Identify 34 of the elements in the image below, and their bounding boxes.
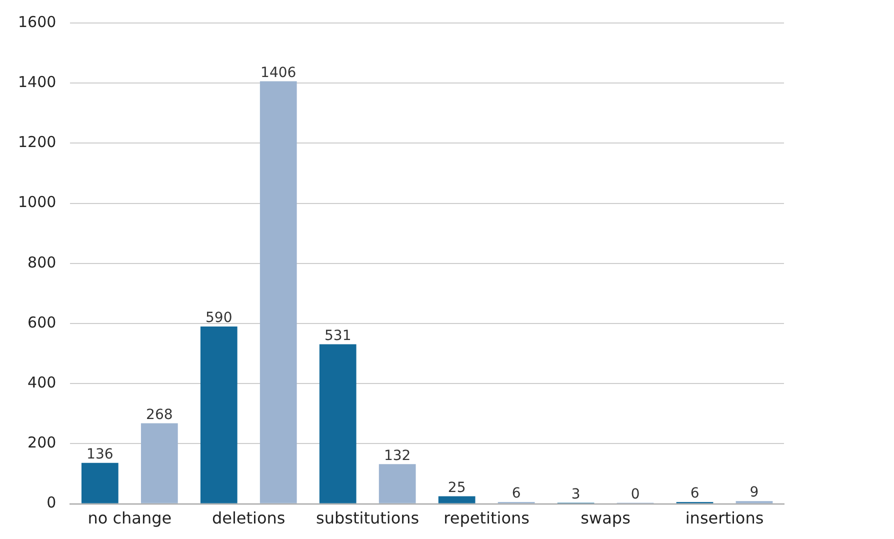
y-tick-label: 400 bbox=[28, 373, 56, 392]
x-tick-label: no change bbox=[88, 508, 172, 528]
data-label: 6 bbox=[690, 486, 700, 502]
y-tick-label: 0 bbox=[46, 494, 56, 512]
bar bbox=[319, 344, 356, 504]
data-label: 590 bbox=[206, 310, 232, 326]
y-tick-label: 1600 bbox=[18, 12, 56, 31]
data-label: 6 bbox=[512, 486, 521, 502]
y-tick-label: 200 bbox=[28, 434, 56, 452]
x-tick-label: substitutions bbox=[316, 508, 420, 528]
data-label: 531 bbox=[324, 328, 352, 344]
bar bbox=[200, 326, 238, 504]
y-tick-label: 1400 bbox=[18, 72, 56, 91]
data-label: 268 bbox=[146, 406, 173, 423]
data-label: 136 bbox=[86, 446, 114, 463]
data-label: 0 bbox=[630, 486, 640, 502]
bar bbox=[378, 464, 416, 504]
data-label: 25 bbox=[448, 480, 466, 496]
bar bbox=[260, 81, 297, 504]
y-tick-label: 600 bbox=[28, 313, 56, 332]
bar bbox=[140, 423, 178, 504]
data-label: 9 bbox=[750, 484, 759, 501]
x-tick-label: repetitions bbox=[444, 508, 530, 528]
data-label: 1406 bbox=[260, 64, 296, 81]
x-tick-label: deletions bbox=[212, 508, 286, 528]
x-tick-label: swaps bbox=[580, 508, 630, 528]
bar bbox=[438, 496, 476, 504]
y-tick-label: 1000 bbox=[18, 193, 56, 212]
data-label: 3 bbox=[571, 486, 580, 502]
bar bbox=[81, 462, 118, 504]
data-label: 132 bbox=[384, 448, 411, 464]
y-tick-label: 1200 bbox=[18, 133, 56, 152]
y-tick-label: 800 bbox=[28, 253, 56, 272]
x-tick-label: insertions bbox=[685, 508, 764, 528]
